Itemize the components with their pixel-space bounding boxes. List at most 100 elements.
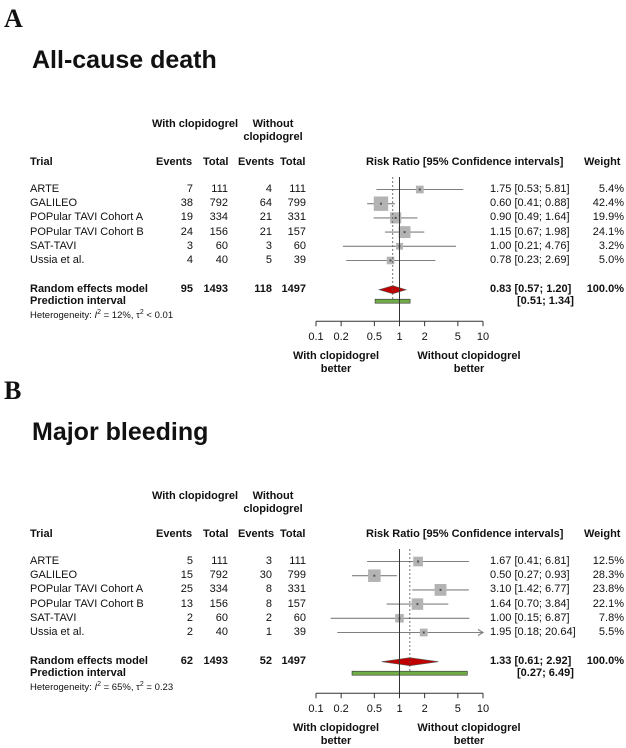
x-axis-tick-label: 5 — [455, 331, 461, 343]
study-ci-text: 0.78 [0.23; 2.69] — [490, 254, 570, 266]
heterogeneity-i2-val: = 12%, — [100, 310, 137, 322]
col-trial: Trial — [30, 156, 53, 168]
x-axis-tick-label: 0.5 — [367, 703, 382, 715]
study-total-without: 157 — [287, 225, 306, 238]
study-events-without: 64 — [259, 197, 272, 210]
study-name: ARTE — [30, 555, 60, 567]
axis-caption-left-line1: With clopidogrel — [292, 350, 380, 363]
axis-caption-right-line1: Without clopidogrel — [417, 350, 521, 363]
axis-caption-left-line2: better — [320, 735, 352, 748]
study-events-with: 19 — [180, 211, 193, 224]
pooled-events-with: 62 — [180, 655, 193, 668]
study-point — [403, 231, 406, 234]
pooled-total-with: 1493 — [203, 655, 228, 668]
heterogeneity-tau: τ — [136, 310, 140, 322]
forest-plot-svg: 0.1 0.2 0.5 1 2 5 10 — [308, 177, 489, 343]
col-trial: Trial — [30, 528, 53, 540]
study-events-without: 3 — [265, 555, 272, 567]
pooled-ci-text: 1.33 [0.61; 2.92] — [490, 655, 572, 668]
x-axis-tick-label: 10 — [477, 331, 489, 343]
outcome-title: All-cause death — [32, 46, 217, 74]
study-total-with: 334 — [209, 583, 228, 596]
pooled-weight: 100.0% — [586, 655, 624, 668]
study-ci-text: 1.64 [0.70; 3.84] — [490, 597, 570, 610]
study-events-without: 21 — [259, 225, 272, 238]
study-total-without: 111 — [289, 183, 306, 195]
study-weight: 42.4% — [592, 197, 624, 210]
study-events-with: 4 — [186, 254, 193, 266]
study-total-with: 60 — [215, 239, 228, 252]
study-total-without: 799 — [287, 569, 306, 582]
study-events-without: 8 — [265, 583, 272, 596]
study-weight: 5.4% — [598, 183, 624, 195]
col-events-with: Events — [156, 528, 193, 540]
study-total-without: 157 — [287, 597, 306, 610]
study-ci-text: 1.15 [0.67; 1.98] — [490, 225, 570, 238]
study-ci-text: 0.50 [0.27; 0.93] — [490, 569, 570, 582]
study-weight: 23.8% — [592, 583, 624, 596]
x-axis-tick-label: 2 — [422, 331, 428, 343]
heterogeneity-tau-sup: 2 — [139, 681, 144, 689]
study-point — [394, 216, 397, 219]
col-weight: Weight — [584, 156, 621, 168]
study-ci-text: 1.00 [0.21; 4.76] — [490, 239, 570, 252]
study-total-with: 792 — [209, 197, 228, 210]
study-total-with: 111 — [211, 555, 228, 567]
study-weight: 7.8% — [598, 611, 624, 624]
axis-caption-left-line2: better — [320, 363, 352, 376]
study-events-without: 21 — [259, 211, 272, 224]
col-total-without: Total — [280, 156, 306, 168]
x-axis-tick-label: 10 — [477, 703, 489, 715]
study-total-with: 156 — [209, 597, 228, 610]
x-axis-tick-label: 1 — [396, 331, 402, 343]
group-header-with: With clopidogrel — [151, 490, 239, 502]
pooled-total-without: 1497 — [281, 655, 306, 668]
col-events-without: Events — [238, 528, 275, 540]
heterogeneity-tau-val: = 0.23 — [143, 682, 174, 694]
study-point — [439, 588, 442, 591]
study-name: GALILEO — [30, 569, 78, 582]
study-events-with: 5 — [186, 555, 193, 567]
study-point — [373, 574, 376, 577]
study-total-without: 60 — [293, 611, 306, 624]
study-total-with: 40 — [215, 254, 228, 266]
study-weight: 24.1% — [592, 225, 624, 238]
study-events-without: 5 — [265, 254, 272, 266]
study-weight: 5.5% — [598, 626, 624, 638]
study-name: ARTE — [30, 183, 60, 195]
panel-letter: B — [4, 376, 22, 405]
heterogeneity-i2: I — [94, 310, 98, 322]
study-ci-text: 1.95 [0.18; 20.64] — [490, 626, 576, 638]
heterogeneity-note: Heterogeneity: I2 = 12%, τ2 < 0.01 — [30, 309, 173, 321]
study-ci-text: 1.00 [0.15; 6.87] — [490, 611, 570, 624]
pooled-total-without: 1497 — [281, 283, 306, 296]
study-name: POPular TAVI Cohort B — [30, 225, 144, 238]
prediction-label: Prediction interval — [30, 295, 126, 308]
col-risk-ratio: Risk Ratio [95% Confidence intervals] — [366, 156, 564, 168]
study-point — [389, 259, 392, 262]
axis-caption-right-line2: better — [453, 363, 485, 376]
pooled-ci-text: 0.83 [0.57; 1.20] — [490, 283, 572, 296]
col-events-without: Events — [238, 156, 275, 168]
study-ci-text: 1.75 [0.53; 5.81] — [490, 183, 570, 195]
study-total-without: 111 — [289, 555, 306, 567]
heterogeneity-prefix: Heterogeneity: — [30, 310, 95, 322]
study-events-with: 24 — [180, 225, 193, 238]
study-name: Ussia et al. — [30, 254, 85, 266]
panel-letter: A — [4, 4, 23, 33]
pooled-events-without: 118 — [254, 283, 272, 296]
col-total-with: Total — [203, 156, 229, 168]
study-total-without: 60 — [293, 239, 306, 252]
study-events-with: 15 — [180, 569, 193, 582]
study-weight: 22.1% — [592, 597, 624, 610]
heterogeneity-i2-sup: 2 — [97, 309, 101, 317]
col-weight: Weight — [584, 528, 621, 540]
axis-caption-right-line2: better — [453, 735, 485, 748]
heterogeneity-i2-sup: 2 — [97, 681, 101, 689]
study-weight: 19.9% — [592, 211, 624, 224]
axis-caption-right-line1: Without clopidogrel — [417, 722, 521, 735]
heterogeneity-prefix: Heterogeneity: — [30, 682, 95, 694]
ci-arrow — [477, 629, 485, 636]
study-events-without: 2 — [265, 611, 272, 624]
study-events-with: 2 — [186, 626, 193, 638]
